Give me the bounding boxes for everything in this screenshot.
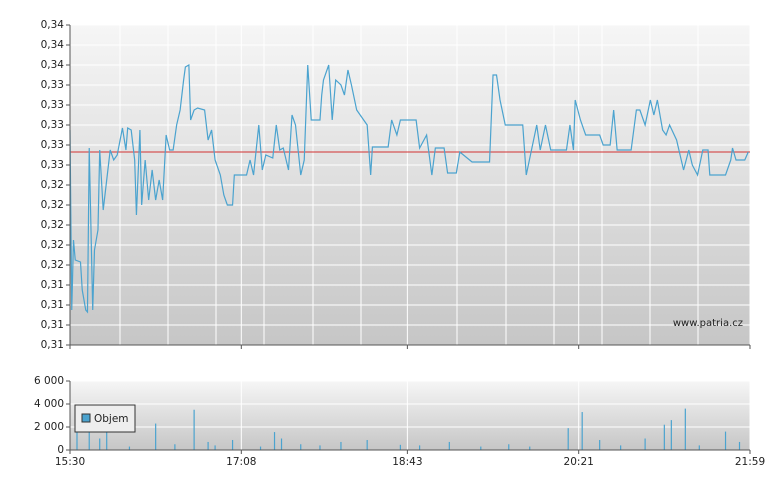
volume-bar bbox=[684, 408, 686, 450]
y-tick-label: 0,32 bbox=[41, 179, 64, 191]
volume-bar bbox=[448, 441, 450, 450]
y-tick-label: 2 000 bbox=[34, 421, 64, 433]
volume-bar bbox=[644, 438, 646, 450]
volume-bar bbox=[567, 428, 569, 450]
x-tick-label: 15:30 bbox=[55, 456, 85, 468]
volume-bar bbox=[99, 438, 101, 450]
volume-bar bbox=[280, 438, 283, 450]
x-tick-label: 18:43 bbox=[392, 456, 422, 468]
volume-bar bbox=[366, 439, 368, 450]
x-tick-label: 17:08 bbox=[226, 456, 256, 468]
volume-bar bbox=[663, 424, 665, 450]
volume-bar bbox=[698, 445, 700, 450]
y-tick-label: 0,33 bbox=[41, 159, 64, 171]
x-tick-label: 21:59 bbox=[735, 456, 765, 468]
y-tick-label: 0,33 bbox=[41, 79, 64, 91]
y-tick-label: 0,31 bbox=[41, 339, 64, 351]
y-tick-label: 0,34 bbox=[41, 19, 65, 31]
legend-label: Objem bbox=[94, 413, 129, 425]
y-tick-label: 0,31 bbox=[41, 279, 64, 291]
y-tick-label: 0,31 bbox=[41, 319, 64, 331]
legend-swatch bbox=[81, 413, 91, 423]
volume-bar bbox=[193, 409, 195, 450]
volume-bar bbox=[599, 439, 601, 450]
volume-bar bbox=[620, 445, 622, 450]
volume-bar bbox=[581, 412, 583, 450]
y-tick-label: 0,31 bbox=[41, 299, 64, 311]
y-tick-label: 0,34 bbox=[41, 59, 65, 71]
y-tick-label: 4 000 bbox=[34, 398, 64, 410]
volume-bar bbox=[670, 420, 672, 450]
y-tick-label: 0,33 bbox=[41, 99, 64, 111]
volume-bar bbox=[259, 446, 262, 450]
volume-bar bbox=[319, 445, 321, 450]
volume-bar bbox=[128, 446, 131, 450]
volume-bar bbox=[155, 423, 157, 450]
y-tick-label: 6 000 bbox=[34, 375, 64, 387]
x-tick-label: 20:21 bbox=[564, 456, 594, 468]
volume-bar bbox=[273, 432, 276, 450]
y-tick-label: 0,32 bbox=[41, 219, 64, 231]
y-tick-label: 0,34 bbox=[41, 39, 65, 51]
y-tick-label: 0,32 bbox=[41, 259, 64, 271]
volume-bar bbox=[231, 439, 234, 450]
watermark: www.patria.cz bbox=[673, 318, 743, 329]
y-tick-label: 0,32 bbox=[41, 199, 64, 211]
y-tick-label: 0,32 bbox=[41, 239, 64, 251]
volume-bar bbox=[724, 431, 727, 450]
volume-bar bbox=[419, 445, 421, 450]
y-tick-label: 0,33 bbox=[41, 119, 64, 131]
volume-bar bbox=[207, 441, 209, 450]
volume-bar bbox=[399, 444, 401, 450]
y-tick-label: 0,33 bbox=[41, 139, 64, 151]
volume-bar bbox=[174, 444, 176, 450]
volume-bar bbox=[340, 441, 342, 450]
volume-bar bbox=[529, 446, 531, 450]
volume-bar bbox=[480, 446, 482, 450]
volume-bar bbox=[106, 430, 108, 450]
volume-bar bbox=[214, 445, 216, 450]
y-tick-label: 0 bbox=[57, 444, 64, 456]
volume-bar bbox=[738, 441, 741, 450]
volume-bar bbox=[300, 444, 302, 450]
price-line bbox=[69, 63, 749, 314]
volume-plot bbox=[70, 381, 750, 450]
volume-bar bbox=[508, 444, 510, 450]
